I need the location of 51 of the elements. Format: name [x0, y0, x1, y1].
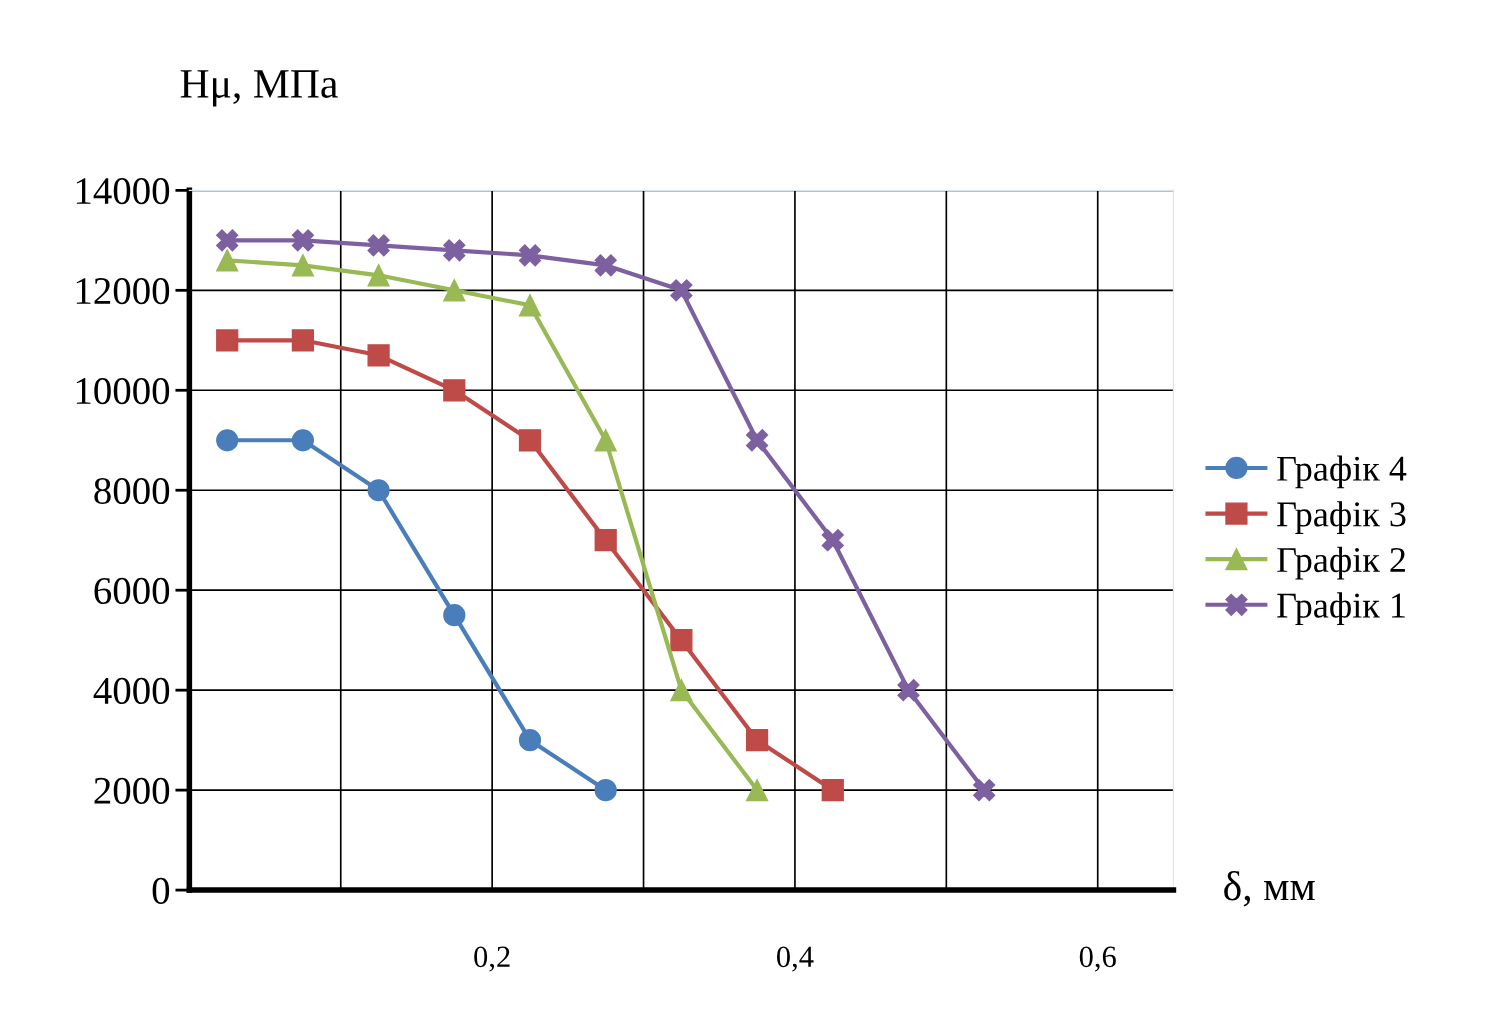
y-tick-label: 8000 — [94, 477, 170, 505]
point — [216, 249, 239, 272]
point — [670, 279, 693, 302]
point — [216, 429, 239, 452]
point — [367, 479, 390, 502]
point — [216, 329, 239, 352]
y-tick-label: 14000 — [76, 178, 170, 205]
point — [291, 329, 315, 352]
legend-label: Графік 3 — [1277, 501, 1406, 534]
y-tick-label: 4000 — [93, 677, 170, 705]
y-tick-label: 0 — [152, 877, 170, 904]
point — [291, 429, 315, 452]
point — [518, 429, 542, 452]
point — [518, 244, 542, 267]
point — [745, 729, 769, 752]
point — [670, 679, 693, 702]
legend-label: Графік 1 — [1277, 592, 1405, 626]
y-tick-label: 12000 — [76, 277, 170, 305]
point — [973, 779, 996, 802]
point — [518, 729, 542, 752]
point — [594, 254, 617, 277]
point — [594, 429, 617, 452]
point — [594, 779, 617, 802]
point — [291, 254, 315, 277]
y-axis-title: Hμ, МПа — [180, 70, 338, 107]
point — [821, 779, 844, 802]
x-tick-label: 0,4 — [777, 946, 814, 972]
x-tick-label: 0,6 — [1079, 946, 1116, 972]
y-tick-label: 2000 — [94, 777, 170, 804]
point — [443, 279, 466, 302]
legend-label: Графік 2 — [1277, 546, 1405, 580]
point — [443, 379, 466, 402]
point — [745, 779, 769, 802]
legend-label: Графік 4 — [1277, 455, 1407, 489]
point — [443, 604, 466, 627]
x-tick-label: 0,2 — [474, 946, 510, 972]
point — [518, 294, 542, 317]
point — [367, 234, 390, 257]
x-axis-title: δ, мм — [1224, 870, 1315, 907]
y-tick-label: 10000 — [76, 377, 170, 405]
point — [367, 344, 390, 367]
point — [670, 629, 693, 652]
point — [367, 264, 390, 287]
point — [291, 229, 315, 252]
point — [443, 239, 466, 262]
point — [897, 679, 920, 702]
point — [745, 429, 769, 452]
point — [594, 529, 617, 552]
point — [216, 229, 239, 252]
point — [821, 529, 844, 552]
y-tick-label: 6000 — [94, 577, 170, 605]
